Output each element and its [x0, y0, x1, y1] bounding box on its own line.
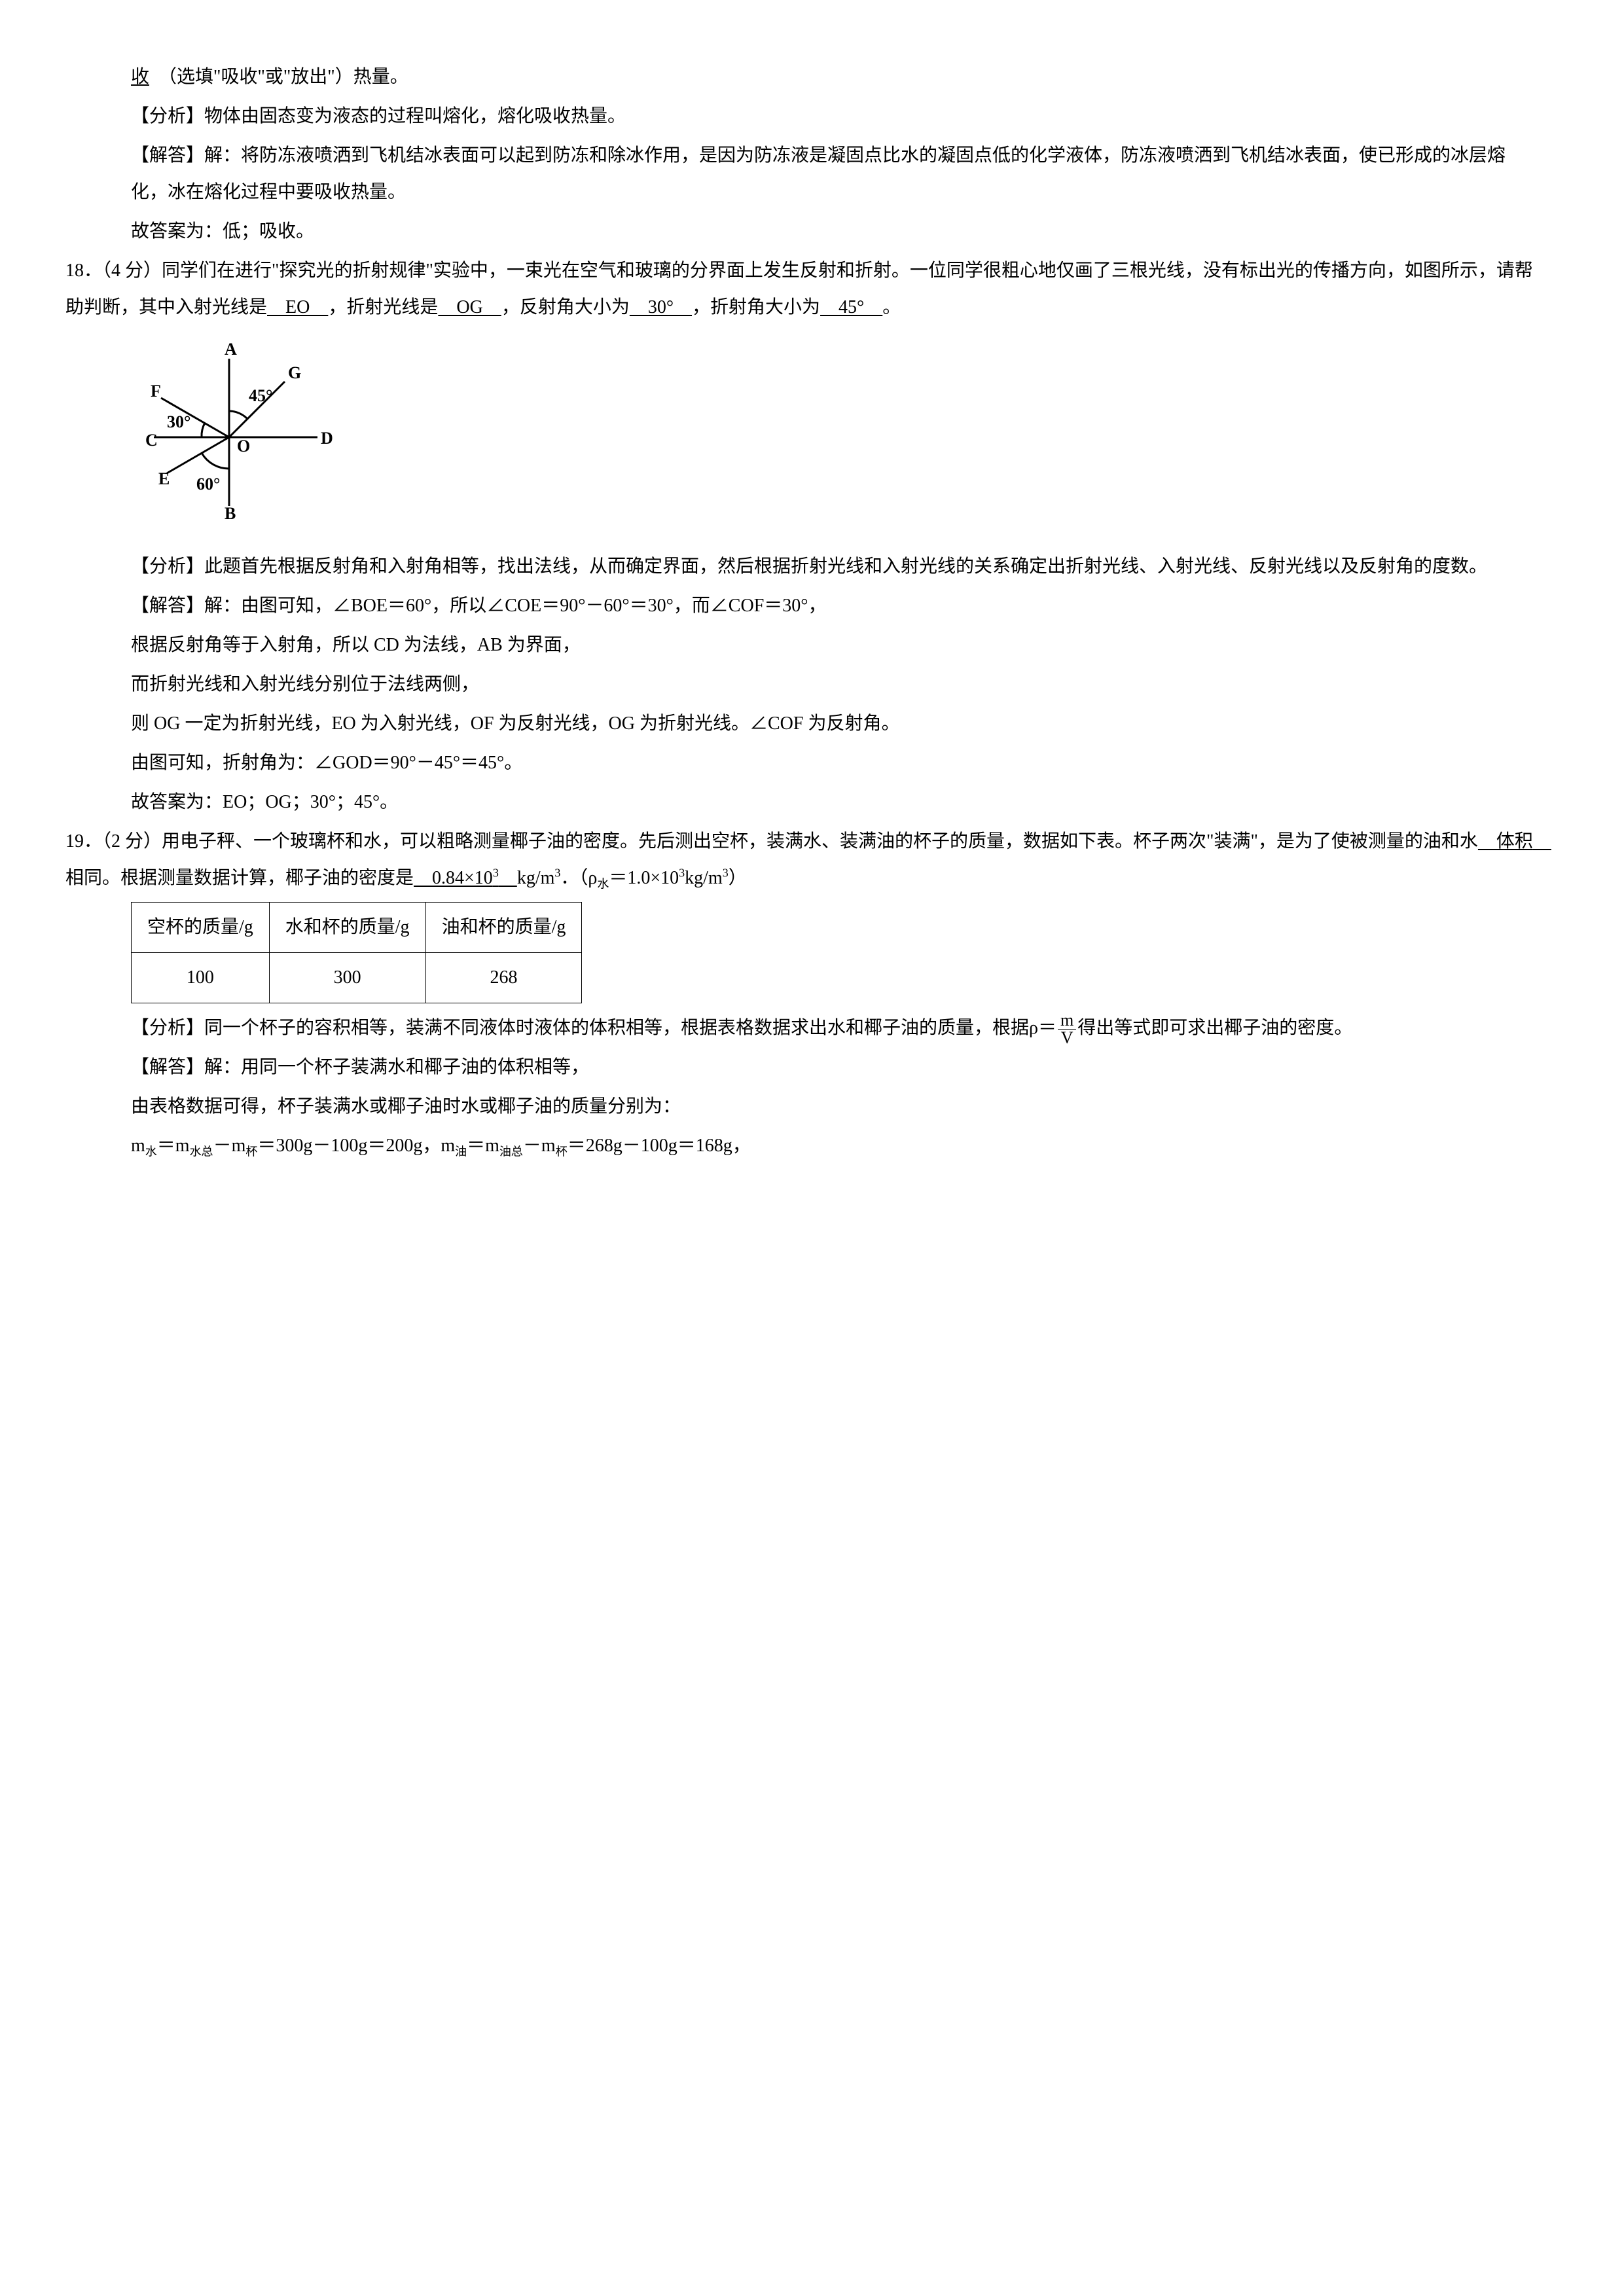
diagram-label-B: B	[225, 504, 236, 522]
q17-blank-absorb: 收	[131, 67, 149, 87]
q19-sol3: m水＝m水总－m杯＝300g－100g＝200g，m油＝m油总－m杯＝268g－…	[65, 1128, 1539, 1164]
q18-ans3: 30°	[630, 297, 692, 317]
q17-answer1: 【解答】解：将防冻液喷洒到飞机结冰表面可以起到防冻和除冰作用，是因为防冻液是凝固…	[65, 137, 1539, 211]
q18-ans2: OG	[438, 297, 501, 317]
diagram-label-E: E	[158, 469, 170, 488]
q17-line1: 收 （选填"吸收"或"放出"）热量。	[65, 59, 1539, 96]
q19-num: 19．（2 分）	[65, 831, 162, 852]
q19-sol2: 由表格数据可得，杯子装满水或椰子油时水或椰子油的质量分别为：	[65, 1088, 1539, 1125]
table-cell-2: 300	[269, 953, 425, 1003]
table-header-1: 空杯的质量/g	[132, 903, 270, 953]
q18-sol2: 根据反射角等于入射角，所以 CD 为法线，AB 为界面，	[65, 627, 1539, 664]
q17-answer2: 故答案为：低；吸收。	[65, 213, 1539, 250]
table-header-2: 水和杯的质量/g	[269, 903, 425, 953]
q18-stem: 18．（4 分）同学们在进行"探究光的折射规律"实验中，一束光在空气和玻璃的分界…	[65, 253, 1539, 326]
table-cell-3: 268	[425, 953, 582, 1003]
q18-stem-d: ，折射角大小为	[692, 297, 820, 317]
q18-num: 18．（4 分）	[65, 260, 162, 281]
fraction-m-over-v: mV	[1058, 1012, 1076, 1047]
q19-stem: 19．（2 分）用电子秤、一个玻璃杯和水，可以粗略测量椰子油的密度。先后测出空杯…	[65, 823, 1539, 897]
q19-table: 空杯的质量/g 水和杯的质量/g 油和杯的质量/g 100 300 268	[131, 902, 582, 1003]
diagram-label-G: G	[288, 363, 301, 382]
q17-line1-rest: （选填"吸收"或"放出"）热量。	[149, 67, 408, 87]
q19-ans1: 体积	[1478, 831, 1551, 852]
q18-ans4: 45°	[820, 297, 882, 317]
q19-analysis: 【分析】同一个杯子的容积相等，装满不同液体时液体的体积相等，根据表格数据求出水和…	[65, 1010, 1539, 1047]
diagram-angle-30: 30°	[167, 412, 190, 431]
diagram-label-C: C	[145, 431, 158, 450]
diagram-angle-60: 60°	[196, 475, 220, 493]
q18-analysis: 【分析】此题首先根据反射角和入射角相等，找出法线，从而确定界面，然后根据折射光线…	[65, 548, 1539, 585]
diagram-label-F: F	[151, 382, 161, 401]
q18-sol5: 由图可知，折射角为：∠GOD＝90°－45°＝45°。	[65, 745, 1539, 781]
q19-stem-b: 相同。根据测量数据计算，椰子油的密度是	[65, 868, 414, 888]
q18-stem-e: 。	[882, 297, 901, 317]
q18-sol6: 故答案为：EO；OG；30°；45°。	[65, 784, 1539, 821]
q18-diagram: A G 45° F 30° C D E 60° B O	[131, 339, 1539, 535]
q19-sol1: 【解答】解：用同一个杯子装满水和椰子油的体积相等，	[65, 1049, 1539, 1086]
table-header-3: 油和杯的质量/g	[425, 903, 582, 953]
q17-analysis: 【分析】物体由固态变为液态的过程叫熔化，熔化吸收热量。	[65, 98, 1539, 135]
table-header-row: 空杯的质量/g 水和杯的质量/g 油和杯的质量/g	[132, 903, 582, 953]
table-row: 100 300 268	[132, 953, 582, 1003]
q19-ans2: 0.84×103	[414, 868, 517, 888]
q18-sol4: 则 OG 一定为折射光线，EO 为入射光线，OF 为反射光线，OG 为折射光线。…	[65, 706, 1539, 742]
q19-stem-c: kg/m	[517, 868, 555, 888]
q18-stem-b: ，折射光线是	[328, 297, 438, 317]
q18-stem-c: ，反射角大小为	[501, 297, 630, 317]
diagram-label-O: O	[237, 437, 250, 456]
diagram-angle-45: 45°	[249, 386, 272, 405]
diagram-label-A: A	[225, 340, 237, 359]
q18-sol3: 而折射光线和入射光线分别位于法线两侧，	[65, 666, 1539, 703]
q18-sol1: 【解答】解：由图可知，∠BOE＝60°，所以∠COE＝90°－60°＝30°，而…	[65, 588, 1539, 624]
q19-stem-a: 用电子秤、一个玻璃杯和水，可以粗略测量椰子油的密度。先后测出空杯，装满水、装满油…	[162, 831, 1478, 852]
diagram-label-D: D	[321, 429, 333, 448]
table-cell-1: 100	[132, 953, 270, 1003]
q18-ans1: EO	[267, 297, 328, 317]
